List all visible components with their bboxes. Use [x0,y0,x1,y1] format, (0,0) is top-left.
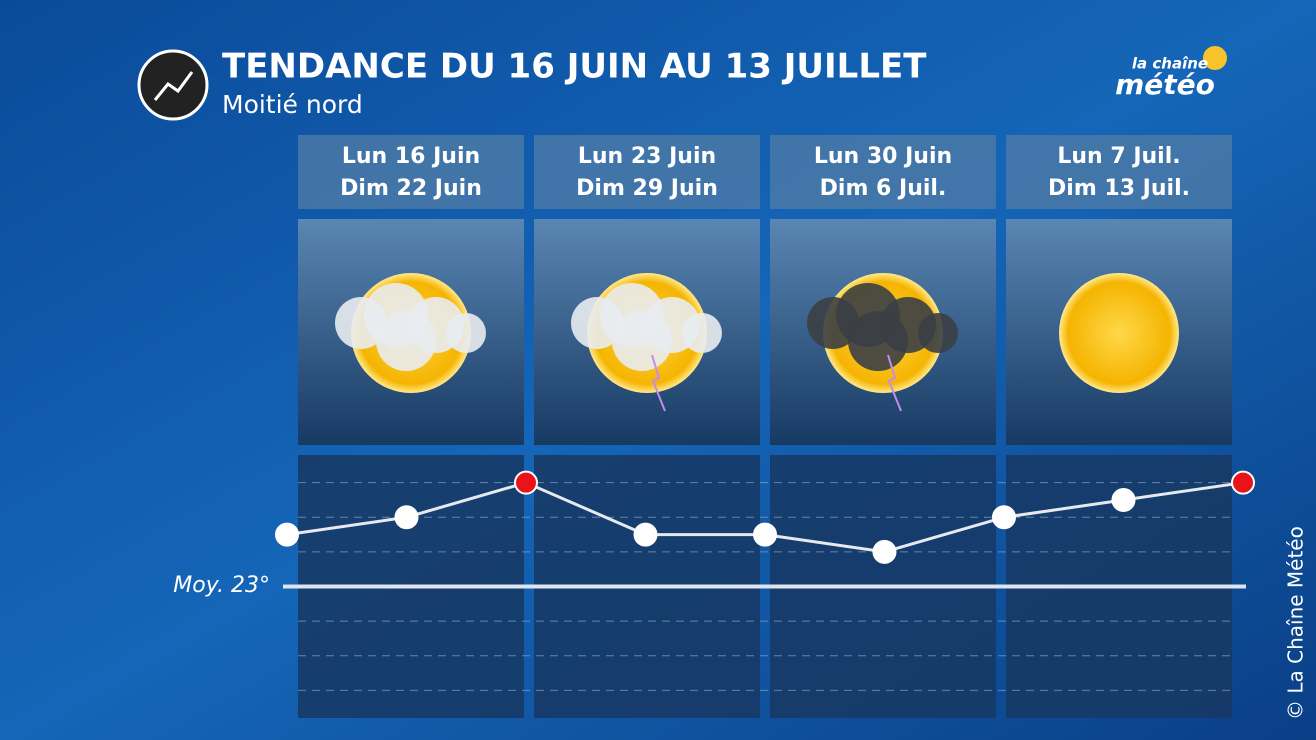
cloud-icon [918,313,958,353]
temperature-point [1111,487,1136,512]
week-label: Lun 23 Juin [578,144,716,169]
cloud-icon [376,311,436,371]
cloud-icon [682,313,722,353]
week-header [770,135,996,209]
week-label: Dim 6 Juil. [820,176,947,201]
temperature-point [633,522,658,547]
subtitle: Moitié nord [222,90,363,119]
temperature-point [753,522,777,547]
copyright: © La Chaîne Météo [1284,526,1308,720]
week-label: Dim 22 Juin [340,176,482,201]
temperature-point [394,505,419,530]
trend-icon-line [153,71,194,101]
title: TENDANCE DU 16 JUIN AU 13 JUILLET [222,47,927,87]
average-label: Moy. 23° [173,573,270,598]
logo-main: météo [1115,68,1215,101]
week-label: Dim 29 Juin [576,176,718,201]
trend-icon [137,49,209,121]
temperature-point [1231,470,1255,495]
week-label: Lun 7 Juil. [1057,144,1180,169]
temperature-point [275,522,299,547]
week-header [534,135,760,209]
week-label: Dim 13 Juil. [1048,176,1190,201]
temperature-point [992,505,1016,530]
week-label: Lun 30 Juin [814,144,952,169]
cloud-icon [848,311,908,371]
week-label: Lun 16 Juin [342,144,480,169]
sun-icon [1059,273,1179,393]
lightning-icon [651,354,666,412]
cloud-icon [612,311,672,371]
lightning-icon [887,354,902,412]
temperature-point [514,470,538,495]
logo-top: la chaîne [1132,55,1208,73]
logo-sun [1203,46,1227,70]
week-header [298,135,524,209]
cloud-icon [446,313,486,353]
week-header [1006,135,1232,209]
temperature-point [872,539,897,564]
